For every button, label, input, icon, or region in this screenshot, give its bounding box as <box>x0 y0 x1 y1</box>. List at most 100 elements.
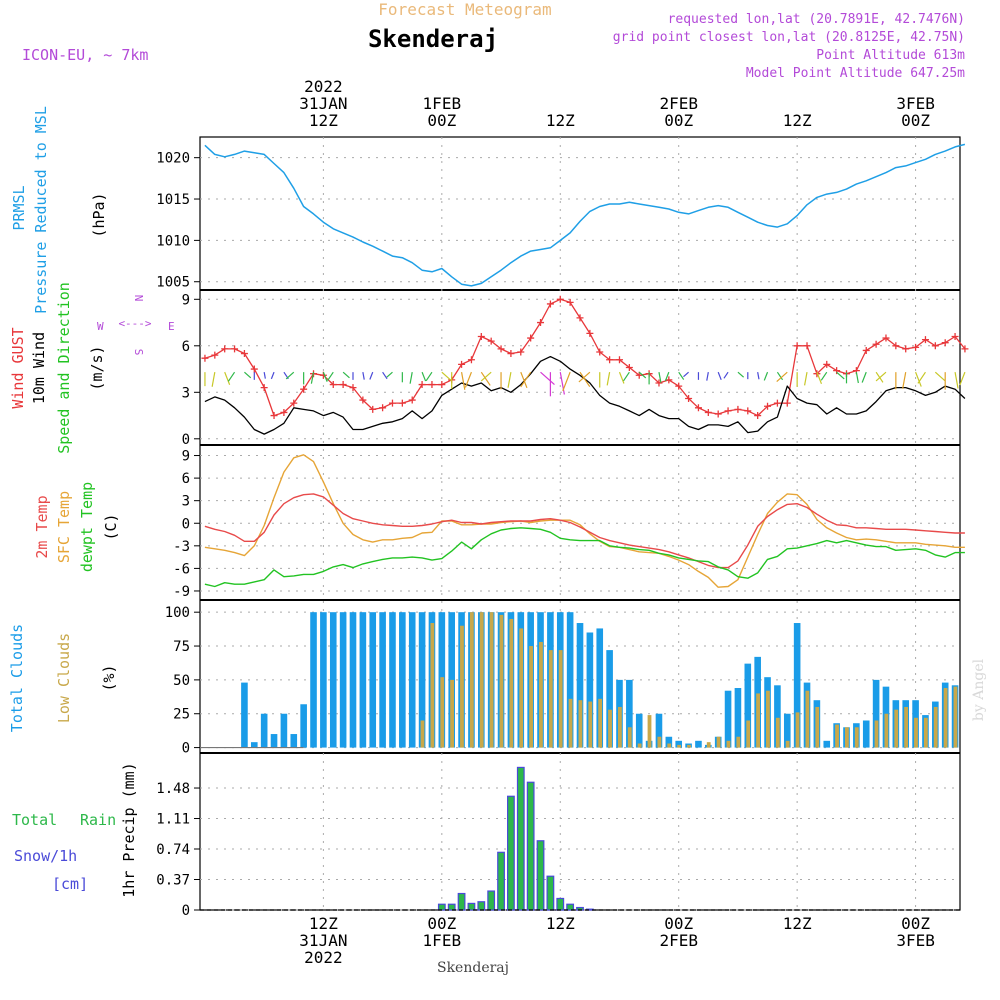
gust-marker <box>596 348 604 356</box>
total-cloud-bar <box>418 612 426 748</box>
bottom-time-label: 1FEB <box>423 931 462 950</box>
gust-marker <box>379 404 387 412</box>
wind-tick-label: 9 <box>182 292 190 308</box>
top-time-label: 2022 <box>304 77 343 96</box>
wind-direction-arrow <box>959 371 966 386</box>
total-cloud-bar <box>665 736 673 748</box>
total-cloud-bar <box>280 713 288 748</box>
gust-marker <box>339 381 347 389</box>
wind-direction-arrow <box>460 372 466 390</box>
temp-tick-label: 9 <box>182 449 190 465</box>
bottom-time-label: 00Z <box>901 914 930 933</box>
rain-bar <box>516 766 525 911</box>
low-cloud-bar <box>933 706 938 748</box>
gust-marker <box>931 342 939 350</box>
wind-direction-arrow <box>623 371 630 382</box>
gust-marker <box>704 408 712 416</box>
wind-direction-arrow <box>211 372 216 387</box>
pressure-unit: (hPa) <box>90 192 108 237</box>
precip-rain-label: Rain <box>80 811 116 829</box>
total-cloud-bar <box>576 623 584 748</box>
low-cloud-bar <box>647 715 652 748</box>
low-cloud-bar <box>617 706 622 748</box>
total-cloud-bar <box>734 688 742 748</box>
gust-marker <box>566 298 574 306</box>
top-time-label: 00Z <box>901 111 930 130</box>
total-cloud-bar <box>695 740 702 748</box>
wind-direction-arrow <box>737 371 745 378</box>
low-cloud-bar <box>608 709 612 748</box>
total-cloud-bar <box>793 623 801 748</box>
gust-marker <box>615 356 623 364</box>
total-cloud-bar <box>635 713 643 748</box>
wind-tick-label: 3 <box>182 385 190 401</box>
rain-bar <box>467 902 476 911</box>
gust-marker <box>872 340 880 348</box>
sfc-label: SFC Temp <box>55 491 73 563</box>
gust-marker <box>724 407 732 415</box>
wind-dir-label: Speed and Direction <box>55 282 73 454</box>
grid-lines <box>200 137 960 911</box>
low-cloud-bar <box>923 717 928 748</box>
wind-direction-arrow <box>664 371 670 382</box>
wind-direction-arrow <box>342 371 350 379</box>
pressure-label-2: Pressure Reduced to MSL <box>32 106 50 314</box>
compass-south: S <box>132 349 145 356</box>
compass-arrows: <---> <box>118 317 151 330</box>
precip-tick-label: 1.48 <box>156 781 190 797</box>
total-cloud-bar <box>862 720 870 748</box>
gust-marker <box>793 342 801 350</box>
top-time-label: 2FEB <box>659 94 698 113</box>
bottom-time-label: 12Z <box>309 914 338 933</box>
gust-marker <box>783 399 791 407</box>
wind-label: 10m Wind <box>30 332 48 404</box>
rain-bar <box>497 851 505 911</box>
low-cloud-bar <box>519 628 524 748</box>
clouds-tick-label: 50 <box>173 673 190 689</box>
gust-marker <box>902 345 910 353</box>
total-cloud-bar <box>783 713 791 748</box>
bottom-time-label: 2FEB <box>659 931 698 950</box>
rain-bar <box>487 890 496 911</box>
wind-direction-arrow <box>579 371 591 388</box>
low-cloud-bar <box>716 736 721 748</box>
wind-direction-arrow <box>327 371 334 381</box>
total-cloud-bar <box>339 612 347 748</box>
gust-marker <box>211 351 219 359</box>
gust-marker <box>951 333 959 340</box>
low-cloud-bar <box>677 744 682 748</box>
gust-marker <box>862 346 870 354</box>
total-cloud-bar <box>408 612 416 748</box>
total-cloud-bar <box>399 612 406 748</box>
wind-direction-arrow <box>723 371 729 379</box>
wind-direction-arrow <box>861 371 867 383</box>
gust-marker <box>556 295 564 303</box>
low-cloud-bar <box>904 706 909 748</box>
clouds-unit: (%) <box>100 664 118 691</box>
model-label: ICON-EU, ~ 7km <box>22 46 148 64</box>
low-cloud-bar <box>835 724 839 748</box>
wind-unit: (m/s) <box>88 345 106 390</box>
wind-direction-arrow <box>362 372 365 380</box>
wind-direction-arrow <box>706 372 709 381</box>
gust-marker <box>388 399 396 407</box>
pressure-panel <box>204 143 966 287</box>
compass-north: N <box>132 295 145 302</box>
total-cloud-bar <box>329 612 337 748</box>
precip-tick-label: 0.37 <box>156 873 190 889</box>
low-cloud-bar <box>479 612 484 748</box>
panel-labels: PRMSL Pressure Reduced to MSL (hPa) Wind GU… <box>8 106 138 898</box>
wind-direction-arrow <box>540 371 555 385</box>
total-clouds-label: Total Clouds <box>8 624 26 732</box>
low-cloud-bar <box>766 690 770 748</box>
wind-direction-arrow <box>578 371 591 383</box>
gust-marker <box>270 412 278 420</box>
low-cloud-bar <box>489 612 494 748</box>
gust-marker <box>961 345 969 353</box>
gust-marker <box>803 342 811 350</box>
low-clouds-label: Low Clouds <box>55 633 73 723</box>
wind-direction-arrow <box>776 371 784 381</box>
low-cloud-bar <box>598 698 603 748</box>
low-cloud-bar <box>667 743 672 748</box>
low-cloud-bar <box>509 618 514 748</box>
